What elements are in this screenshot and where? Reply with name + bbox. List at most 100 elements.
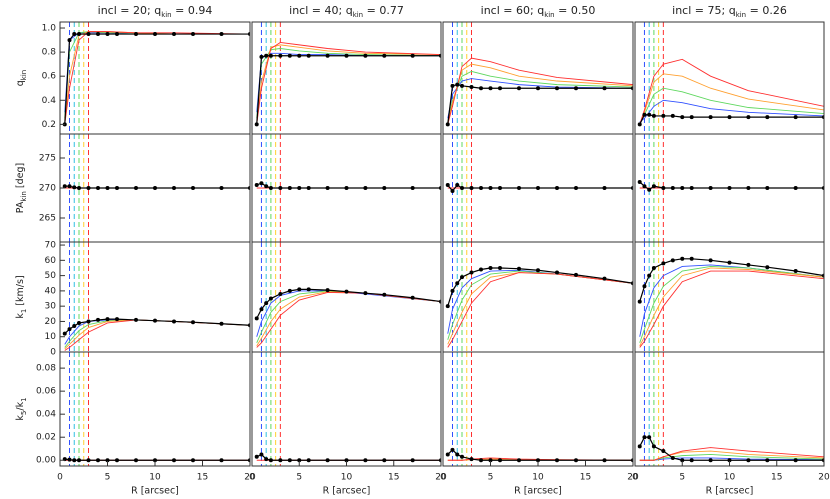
data-point <box>450 288 455 293</box>
data-point <box>498 458 502 463</box>
data-line <box>639 258 824 302</box>
data-point <box>469 85 474 90</box>
data-point <box>67 184 72 189</box>
data-point <box>219 32 224 37</box>
data-point <box>450 189 455 193</box>
data-point <box>254 122 259 127</box>
plot-area <box>637 22 824 134</box>
data-point <box>708 115 713 120</box>
data-point <box>602 86 607 91</box>
data-point <box>479 267 483 272</box>
data-point <box>455 452 460 457</box>
data-point <box>153 318 157 323</box>
data-point <box>517 186 521 190</box>
data-point <box>450 83 455 88</box>
data-point <box>191 32 195 37</box>
text-part: [deg] <box>15 163 26 191</box>
data-point <box>488 265 493 270</box>
data-point <box>689 256 694 261</box>
data-point <box>460 454 464 459</box>
data-point <box>642 112 647 117</box>
plot-area <box>62 352 250 466</box>
text-part: k <box>15 313 26 319</box>
text-part: k <box>15 415 26 421</box>
data-point <box>765 186 770 190</box>
model-curve <box>256 291 441 348</box>
data-point <box>651 444 656 449</box>
data-point <box>382 53 387 58</box>
data-point <box>642 184 647 189</box>
data-point <box>536 458 540 463</box>
data-point <box>680 115 685 120</box>
data-point <box>651 184 656 189</box>
data-point <box>555 86 559 91</box>
data-point <box>536 186 540 190</box>
data-point <box>647 273 652 278</box>
data-point <box>410 295 415 300</box>
data-point <box>460 275 464 280</box>
data-point <box>574 458 578 463</box>
data-point <box>574 272 578 277</box>
x-tick-label: 0 <box>57 473 63 483</box>
data-point <box>363 458 368 463</box>
plot-area <box>637 134 824 242</box>
data-point <box>115 186 119 190</box>
data-point <box>134 317 138 322</box>
x-tick-label: 5 <box>105 473 111 483</box>
text-part: [km/s] <box>15 275 26 308</box>
data-point <box>67 457 72 462</box>
text-part: PA <box>15 201 26 213</box>
data-point <box>382 186 387 190</box>
data-point <box>647 435 652 440</box>
data-point <box>86 186 91 190</box>
data-point <box>517 266 521 271</box>
y-axis-label: qkin <box>15 70 29 86</box>
x-tick-label: 5 <box>296 473 302 483</box>
data-point <box>574 186 578 190</box>
data-point <box>219 186 224 190</box>
data-line <box>256 288 441 319</box>
data-point <box>602 186 607 190</box>
data-point <box>536 268 540 273</box>
data-point <box>469 270 474 275</box>
y-tick-label: 0.2 <box>42 120 56 130</box>
data-point <box>86 458 91 463</box>
y-tick-label: 270 <box>39 184 56 194</box>
text-part: incl = 40; q <box>289 4 353 17</box>
plot-area <box>637 242 824 352</box>
data-point <box>115 458 119 463</box>
model-curve <box>447 272 633 345</box>
y-tick-label: 0 <box>50 348 56 358</box>
data-point <box>460 83 464 88</box>
data-point <box>793 186 798 190</box>
data-point <box>297 186 302 190</box>
plot-area <box>254 242 441 352</box>
data-point <box>264 184 269 189</box>
data-point <box>651 113 656 118</box>
data-point <box>254 183 259 187</box>
data-point <box>325 186 330 190</box>
x-tick-label: 10 <box>341 473 353 483</box>
data-point <box>689 186 694 190</box>
data-point <box>153 458 157 463</box>
y-tick-label: 265 <box>39 214 56 224</box>
data-point <box>460 186 464 190</box>
x-tick-label: 10 <box>532 473 544 483</box>
data-point <box>96 458 100 463</box>
data-point <box>297 53 302 58</box>
data-point <box>172 32 176 37</box>
data-point <box>67 327 72 332</box>
model-curve <box>64 31 250 125</box>
model-curve <box>256 42 441 125</box>
data-point <box>287 458 292 463</box>
data-line <box>447 84 633 125</box>
x-tick-label: 15 <box>388 473 399 483</box>
data-point <box>746 186 751 190</box>
y-tick-label: 30 <box>45 302 57 312</box>
model-curve <box>639 265 824 343</box>
panel-title: incl = 40; qkin = 0.77 <box>289 4 404 19</box>
y-tick-label: 0.08 <box>36 364 56 374</box>
data-point <box>727 458 732 463</box>
data-point <box>115 317 119 322</box>
data-point <box>670 186 675 190</box>
